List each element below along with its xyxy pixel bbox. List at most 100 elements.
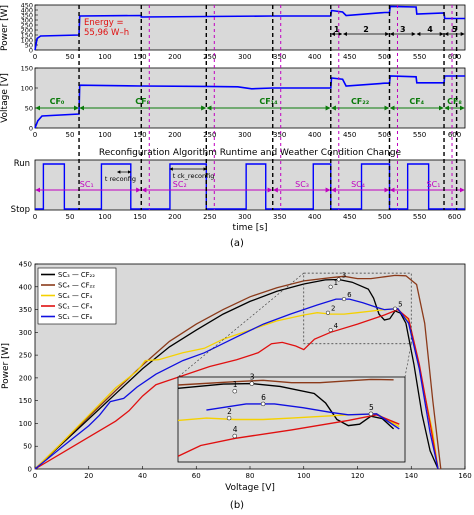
voltage-y-tick-label: 150 — [21, 65, 33, 73]
runtime-run-label: Run — [14, 159, 30, 169]
power-x-tick-label: 500 — [378, 53, 391, 61]
pv-y-tick-label: 450 — [19, 261, 32, 269]
voltage-cf-label: CF₈ — [447, 97, 462, 106]
pv-y-tick-label: 50 — [23, 443, 32, 451]
inset-series-1 — [177, 382, 395, 430]
pv-x-tick-label: 120 — [351, 472, 364, 480]
pv-y-tick-label: 150 — [19, 397, 32, 405]
runtime-sc-label: SC₂ — [173, 180, 187, 189]
power-y-tick-label: 450 — [21, 2, 33, 10]
inset-point-label: 5 — [369, 403, 374, 412]
pv-y-tick-label: 0 — [28, 466, 32, 474]
inset-series-2 — [177, 378, 394, 386]
voltage-x-tick-label: 350 — [273, 131, 286, 139]
bottom-figure: 0 50 100 150 200 250 300 350 400 450 0 20 40 60 80 100… — [1, 261, 472, 512]
pv-point-marker — [328, 328, 333, 333]
voltage-x-tick-label: 600 — [448, 131, 461, 139]
power-y-tick-label: 200 — [21, 27, 33, 35]
pv-y-ticks: 0 50 100 150 200 250 300 350 400 450 — [19, 261, 38, 474]
runtime-sc-label: SC₄ — [351, 180, 365, 189]
power-y-tick-label: 0 — [29, 47, 33, 55]
runtime-x-tick-label: 500 — [378, 213, 391, 221]
voltage-cf-label: CF₄ — [409, 97, 424, 106]
voltage-x-tick-label: 50 — [65, 131, 74, 139]
power-x-tick-label: 350 — [273, 53, 286, 61]
power-x-tick-label: 100 — [98, 53, 111, 61]
zoom-region-box — [303, 272, 412, 345]
pv-point-label: 4 — [334, 322, 339, 330]
pv-y-tick-label: 250 — [19, 352, 32, 360]
voltage-x-tick-label: 300 — [238, 131, 251, 139]
runtime-x-tick-label: 150 — [133, 213, 146, 221]
power-x-tick-label: 400 — [308, 53, 321, 61]
zoom-inset — [177, 376, 406, 463]
pv-point-marker — [342, 297, 347, 302]
power-segment-label: 2 — [363, 25, 369, 34]
pv-x-tick-label: 20 — [84, 472, 93, 480]
power-x-tick-label: 0 — [33, 53, 37, 61]
inset-point-marker — [249, 381, 255, 386]
voltage-x-tick-label: 0 — [33, 131, 37, 139]
pv-y-tick-label: 200 — [19, 374, 32, 382]
inset-point-label: 1 — [233, 380, 238, 389]
legend-label: SC₄ — CF₂₂ — [58, 282, 95, 290]
power-plot-area — [34, 4, 466, 51]
power-segment-label: 3 — [400, 25, 406, 34]
energy-annotation-value: 55,96 W–h — [84, 28, 129, 38]
legend-label: SC₁ — CF₄ — [58, 303, 93, 311]
runtime-x-tick-label: 250 — [203, 213, 216, 221]
pv-point-marker — [328, 284, 333, 289]
pv-point-label: 5 — [398, 301, 402, 309]
runtime-sc-label: SC₁ — [427, 180, 441, 189]
pv-point-label: 6 — [347, 291, 352, 299]
power-y-tick-label: 150 — [21, 32, 33, 40]
pv-x-tick-label: 140 — [405, 472, 418, 480]
runtime-sc-label: SC₁ — [80, 180, 94, 189]
power-x-tick-label: 50 — [65, 53, 74, 61]
energy-annotation: Energy = — [84, 18, 124, 28]
runtime-pulses — [35, 163, 465, 210]
event-lines — [78, 5, 458, 210]
runtime-x-tick-label: 300 — [238, 213, 251, 221]
power-segment-label: 5 — [452, 25, 458, 34]
voltage-x-tick-label: 100 — [98, 131, 111, 139]
inset-point-marker — [232, 433, 237, 439]
voltage-y-tick-label: 50 — [25, 105, 33, 113]
power-y-tick-label: 350 — [21, 12, 33, 20]
time-xlabel: time [s] — [233, 223, 268, 233]
voltage-ylabel: Voltage [V] — [0, 73, 10, 123]
voltage-x-tick-label: 500 — [378, 131, 391, 139]
inset-point-marker — [368, 411, 374, 417]
pv-point-marker — [393, 306, 398, 311]
zoom-connector — [177, 272, 304, 378]
zoom-connector — [404, 343, 412, 378]
runtime-x-ticks: 0 50 100 150 200 250 300 350 400 450 500 550 600 — [33, 213, 461, 221]
voltage-cf-label: CF₈ — [135, 97, 150, 106]
pv-xlabel: Voltage [V] — [225, 483, 275, 493]
power-x-tick-label: 600 — [448, 53, 461, 61]
pv-x-ticks: 0 20 40 60 80 100 120 140 160 — [33, 466, 472, 480]
power-segment-labels: 1 2 3 4 5 — [331, 25, 465, 36]
runtime-panel: Reconfiguration Algorithm Runtime and We… — [11, 148, 466, 233]
power-y-tick-label: 50 — [25, 42, 33, 50]
runtime-treconfig-label: t reconfig — [105, 175, 136, 183]
legend-label: SC₃ — CF₂₂ — [58, 271, 95, 279]
voltage-x-tick-label: 250 — [203, 131, 216, 139]
inset-point-marker — [232, 388, 237, 394]
power-segment-label: 1 — [334, 25, 340, 34]
power-x-tick-label: 300 — [238, 53, 251, 61]
inset-plot-area — [177, 376, 406, 463]
pv-series — [34, 274, 442, 470]
voltage-cf-label: CF₁₄ — [259, 97, 278, 106]
power-y-tick-label: 300 — [21, 17, 33, 25]
voltage-cf-label: CF₀ — [50, 97, 65, 106]
power-x-tick-label: 250 — [203, 53, 216, 61]
pv-y-tick-label: 300 — [19, 329, 32, 337]
inset-point-label: 3 — [250, 373, 255, 382]
panel-label-b: (b) — [230, 500, 244, 511]
voltage-x-tick-label: 400 — [308, 131, 321, 139]
